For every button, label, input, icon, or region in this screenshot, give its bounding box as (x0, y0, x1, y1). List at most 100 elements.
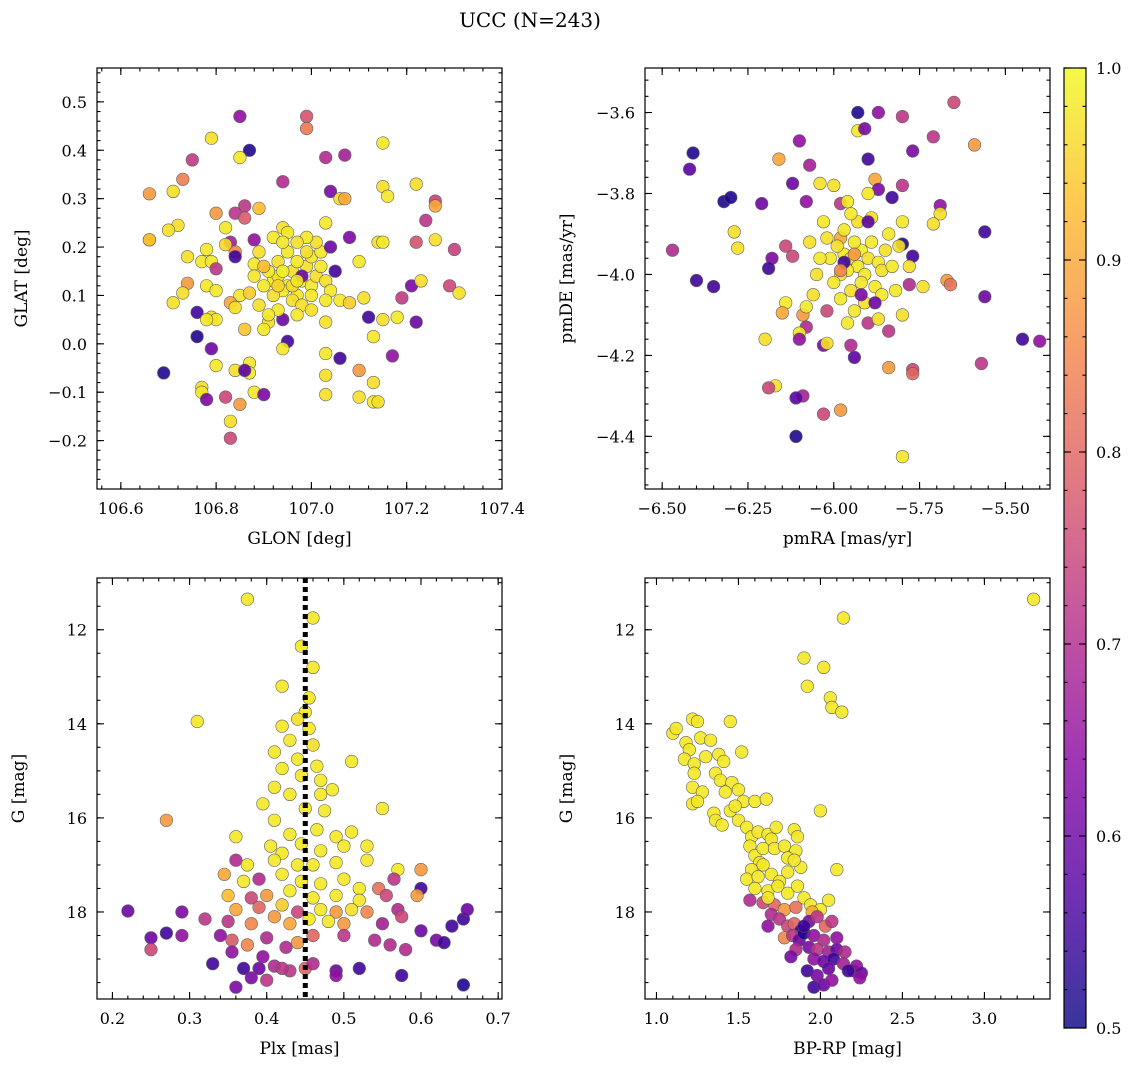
pm-point-19 (895, 178, 910, 192)
plx-point-38 (314, 844, 328, 858)
plx-point-53 (275, 867, 289, 881)
pm-point-107 (816, 215, 831, 229)
cmd-point-7 (835, 705, 849, 719)
pm-point-86 (830, 239, 844, 253)
pm-point-0 (851, 105, 865, 120)
sky-point-6 (233, 150, 247, 165)
sky-point-139 (290, 235, 304, 249)
sky-point-36 (247, 233, 261, 247)
cmd-point-56 (777, 839, 792, 853)
pm-ytick-label: −4.0 (596, 265, 635, 284)
plx-point-11 (283, 733, 297, 747)
plx-point-97 (159, 926, 173, 940)
plx-point-0 (240, 592, 254, 606)
plx-point-8 (291, 712, 305, 726)
pm-point-126 (847, 247, 862, 261)
pm-point-106 (809, 267, 824, 282)
cmd-ytick-label: 14 (615, 715, 635, 734)
pm-point-108 (892, 239, 906, 253)
sky-xtick-label: 107.2 (384, 499, 430, 518)
pm-point-56 (758, 332, 772, 346)
sky-point-27 (238, 211, 252, 225)
pm-point-29 (926, 217, 940, 231)
pm-point-61 (1015, 332, 1030, 346)
plx-point-107 (368, 933, 382, 947)
pm-point-41 (706, 280, 721, 294)
pm-point-117 (827, 178, 841, 192)
pm-point-9 (686, 146, 700, 160)
sky-point-150 (323, 240, 338, 254)
pm-point-7 (792, 134, 807, 148)
sky-point-25 (209, 206, 223, 220)
sky-point-159 (290, 274, 304, 288)
cmd-point-124 (761, 891, 775, 905)
cmd-xtick-label: 2.0 (808, 1009, 833, 1028)
cmd-point-71 (771, 879, 785, 893)
sky-point-48 (180, 250, 195, 264)
sky-point-67 (228, 300, 242, 315)
pm-point-6 (926, 130, 940, 144)
cmd-ytick-label: 18 (615, 903, 635, 922)
pm-point-85 (864, 235, 879, 249)
pm-point-2 (947, 95, 961, 109)
sky-point-1 (300, 109, 314, 123)
cmd-point-3 (817, 660, 831, 675)
pm-point-114 (895, 215, 910, 229)
plx-ytick-label: 16 (67, 809, 87, 828)
pm-point-97 (820, 231, 834, 245)
cmd-point-38 (759, 792, 773, 806)
pm-point-103 (833, 292, 848, 306)
plx-ytick-label: 18 (67, 903, 87, 922)
plx-point-72 (275, 898, 289, 912)
sky-frame (96, 67, 503, 490)
cmd-point-121 (797, 919, 811, 933)
pm-point-98 (813, 251, 827, 265)
sky-point-8 (338, 148, 352, 162)
sky-point-157 (300, 245, 314, 259)
cmd-point-19 (699, 750, 713, 764)
pm-xtick-label: −6.25 (723, 499, 772, 518)
pm-point-71 (789, 391, 803, 405)
cmd-point-59 (756, 858, 770, 872)
pm-point-121 (868, 296, 882, 310)
pm-points (665, 95, 1047, 464)
sky-point-34 (142, 233, 156, 247)
pm-point-99 (885, 259, 899, 274)
sky-point-111 (233, 397, 247, 411)
plx-point-39 (337, 839, 351, 853)
sky-point-29 (319, 216, 333, 230)
pm-point-4 (858, 122, 872, 136)
sky-point-107 (319, 388, 333, 402)
sky-ytick-label: 0.4 (62, 141, 87, 160)
pm-point-92 (827, 275, 841, 290)
sky-panel: 106.6 106.8 107.0 107.2 107.4 −0.2 −0.1 0.0 0.1 0… (12, 67, 525, 549)
pm-point-44 (902, 278, 916, 292)
plx-point-79 (121, 904, 135, 918)
cmd-point-100 (830, 931, 844, 945)
cmd-point-2 (797, 651, 811, 665)
plx-point-101 (240, 938, 254, 952)
cmd-point-123 (841, 964, 855, 978)
pm-point-53 (895, 308, 910, 322)
sky-point-32 (219, 221, 233, 235)
plx-point-14 (291, 752, 305, 766)
plx-xlabel: Plx [mas] (259, 1039, 339, 1059)
pm-point-30 (978, 225, 992, 239)
sky-ytick-label: −0.1 (48, 383, 87, 402)
pm-ytick-label: −4.4 (596, 427, 635, 446)
plx-point-81 (198, 912, 212, 926)
pm-ytick-label: −4.2 (596, 346, 635, 365)
sky-point-31 (161, 223, 176, 237)
plx-point-21 (283, 787, 297, 802)
pm-point-75 (895, 450, 910, 464)
plx-point-65 (306, 891, 320, 905)
pm-point-32 (779, 239, 793, 253)
sky-point-58 (176, 286, 190, 300)
sky-point-96 (238, 363, 252, 378)
plx-frame (96, 577, 503, 1000)
plx-point-70 (229, 902, 243, 917)
plx-point-51 (237, 874, 251, 889)
pm-point-13 (682, 162, 697, 176)
plx-point-82 (221, 914, 235, 929)
sky-point-108 (352, 390, 366, 404)
